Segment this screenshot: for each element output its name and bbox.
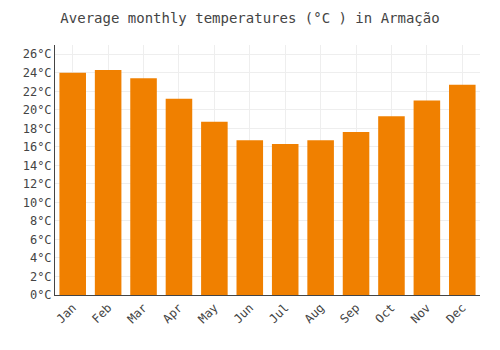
svg-text:Dec: Dec: [443, 301, 468, 326]
svg-text:Apr: Apr: [160, 301, 185, 326]
svg-text:Mar: Mar: [125, 301, 150, 326]
svg-text:Aug: Aug: [302, 301, 327, 326]
svg-text:May: May: [196, 301, 221, 326]
svg-text:Feb: Feb: [89, 301, 114, 326]
svg-text:Sep: Sep: [337, 301, 362, 326]
svg-text:Average monthly temperatures (: Average monthly temperatures (°C ) in Ar…: [60, 10, 439, 26]
svg-text:10°C: 10°C: [23, 196, 52, 210]
svg-text:Nov: Nov: [408, 301, 433, 326]
svg-text:Jan: Jan: [54, 301, 79, 326]
svg-text:26°C: 26°C: [23, 47, 52, 61]
svg-text:Oct: Oct: [373, 301, 398, 326]
svg-text:0°C: 0°C: [30, 288, 52, 302]
svg-text:12°C: 12°C: [23, 177, 52, 191]
svg-text:16°C: 16°C: [23, 140, 52, 154]
svg-text:6°C: 6°C: [30, 233, 52, 247]
svg-text:24°C: 24°C: [23, 66, 52, 80]
svg-text:8°C: 8°C: [30, 214, 52, 228]
svg-text:4°C: 4°C: [30, 251, 52, 265]
svg-text:14°C: 14°C: [23, 159, 52, 173]
svg-text:2°C: 2°C: [30, 270, 52, 284]
svg-text:20°C: 20°C: [23, 103, 52, 117]
svg-text:18°C: 18°C: [23, 122, 52, 136]
svg-text:22°C: 22°C: [23, 85, 52, 99]
svg-text:Jul: Jul: [266, 301, 291, 326]
svg-text:Jun: Jun: [231, 301, 256, 326]
